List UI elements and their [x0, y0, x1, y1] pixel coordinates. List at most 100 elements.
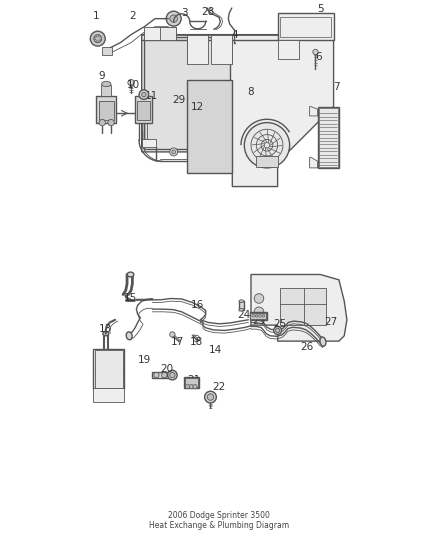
Text: 15: 15: [124, 294, 137, 303]
Circle shape: [205, 391, 216, 403]
Bar: [250, 312, 267, 320]
Circle shape: [128, 79, 134, 86]
Circle shape: [189, 385, 194, 389]
Text: 24: 24: [238, 310, 251, 320]
Text: 12: 12: [191, 102, 204, 111]
Bar: [93, 349, 124, 389]
Text: 21: 21: [187, 375, 200, 385]
Text: 19: 19: [138, 355, 151, 365]
Text: 11: 11: [145, 91, 159, 101]
Ellipse shape: [320, 337, 326, 346]
Bar: [93, 388, 124, 402]
Text: 14: 14: [209, 345, 223, 354]
Bar: [145, 37, 230, 149]
Circle shape: [207, 394, 214, 400]
Text: 25: 25: [273, 319, 286, 329]
Bar: [278, 40, 299, 59]
Text: 27: 27: [324, 318, 338, 327]
Text: 2: 2: [129, 11, 136, 21]
Bar: [99, 101, 114, 120]
Bar: [187, 35, 208, 64]
Circle shape: [162, 373, 167, 378]
Bar: [101, 85, 111, 96]
Circle shape: [254, 307, 264, 317]
Bar: [142, 139, 156, 147]
Circle shape: [259, 314, 261, 317]
Ellipse shape: [102, 81, 111, 86]
Ellipse shape: [239, 308, 244, 311]
Circle shape: [274, 326, 282, 335]
Polygon shape: [251, 274, 347, 341]
Text: 29: 29: [172, 95, 185, 105]
Bar: [137, 101, 150, 120]
Bar: [145, 27, 177, 40]
Polygon shape: [142, 19, 334, 187]
Circle shape: [170, 15, 177, 22]
Text: 9: 9: [99, 71, 105, 81]
Circle shape: [172, 150, 176, 154]
Circle shape: [244, 123, 290, 168]
Text: 16: 16: [191, 300, 204, 310]
Bar: [251, 312, 266, 319]
Bar: [185, 377, 198, 387]
Circle shape: [168, 370, 177, 380]
Bar: [211, 35, 232, 64]
Bar: [319, 108, 338, 166]
Text: 6: 6: [315, 52, 321, 62]
Text: 7: 7: [333, 82, 339, 92]
Text: 5: 5: [317, 4, 324, 14]
Text: 4: 4: [231, 30, 238, 39]
Bar: [256, 157, 278, 166]
Bar: [152, 372, 169, 378]
Bar: [160, 27, 177, 40]
Circle shape: [94, 35, 102, 43]
Ellipse shape: [239, 300, 244, 303]
Bar: [102, 47, 113, 55]
Text: 20: 20: [160, 364, 173, 374]
Circle shape: [252, 314, 254, 317]
Text: 26: 26: [300, 342, 314, 352]
Bar: [135, 96, 152, 123]
Bar: [280, 288, 325, 325]
Bar: [318, 107, 339, 168]
Circle shape: [276, 328, 280, 333]
Ellipse shape: [126, 332, 132, 340]
Ellipse shape: [103, 332, 109, 336]
Bar: [96, 96, 117, 123]
Bar: [280, 17, 331, 37]
Text: 23: 23: [252, 316, 265, 326]
Polygon shape: [310, 107, 318, 116]
Text: 10: 10: [127, 80, 140, 90]
Circle shape: [255, 314, 258, 317]
Circle shape: [139, 90, 148, 100]
Text: 22: 22: [212, 382, 225, 392]
Text: 28: 28: [202, 7, 215, 17]
Circle shape: [170, 332, 175, 337]
Text: 17: 17: [171, 337, 184, 346]
Text: 2006 Dodge Sprinter 3500
Heat Exchange & Plumbing Diagram: 2006 Dodge Sprinter 3500 Heat Exchange &…: [149, 511, 289, 530]
Bar: [184, 376, 199, 388]
Bar: [239, 301, 244, 310]
Polygon shape: [310, 157, 318, 168]
Bar: [278, 13, 334, 40]
Circle shape: [170, 373, 175, 378]
Circle shape: [166, 11, 181, 26]
Text: 3: 3: [181, 9, 187, 18]
Circle shape: [154, 373, 159, 378]
Circle shape: [99, 119, 106, 126]
Circle shape: [108, 119, 114, 126]
Circle shape: [185, 385, 190, 389]
Circle shape: [142, 92, 146, 96]
Circle shape: [313, 49, 318, 55]
Bar: [187, 80, 232, 173]
Circle shape: [193, 385, 197, 389]
Circle shape: [90, 31, 105, 46]
Circle shape: [262, 314, 265, 317]
Text: 13: 13: [98, 324, 112, 334]
Bar: [95, 351, 123, 388]
Text: 18: 18: [190, 337, 203, 346]
Text: 1: 1: [92, 11, 99, 21]
Circle shape: [170, 148, 178, 156]
Ellipse shape: [127, 272, 134, 277]
Circle shape: [254, 294, 264, 303]
